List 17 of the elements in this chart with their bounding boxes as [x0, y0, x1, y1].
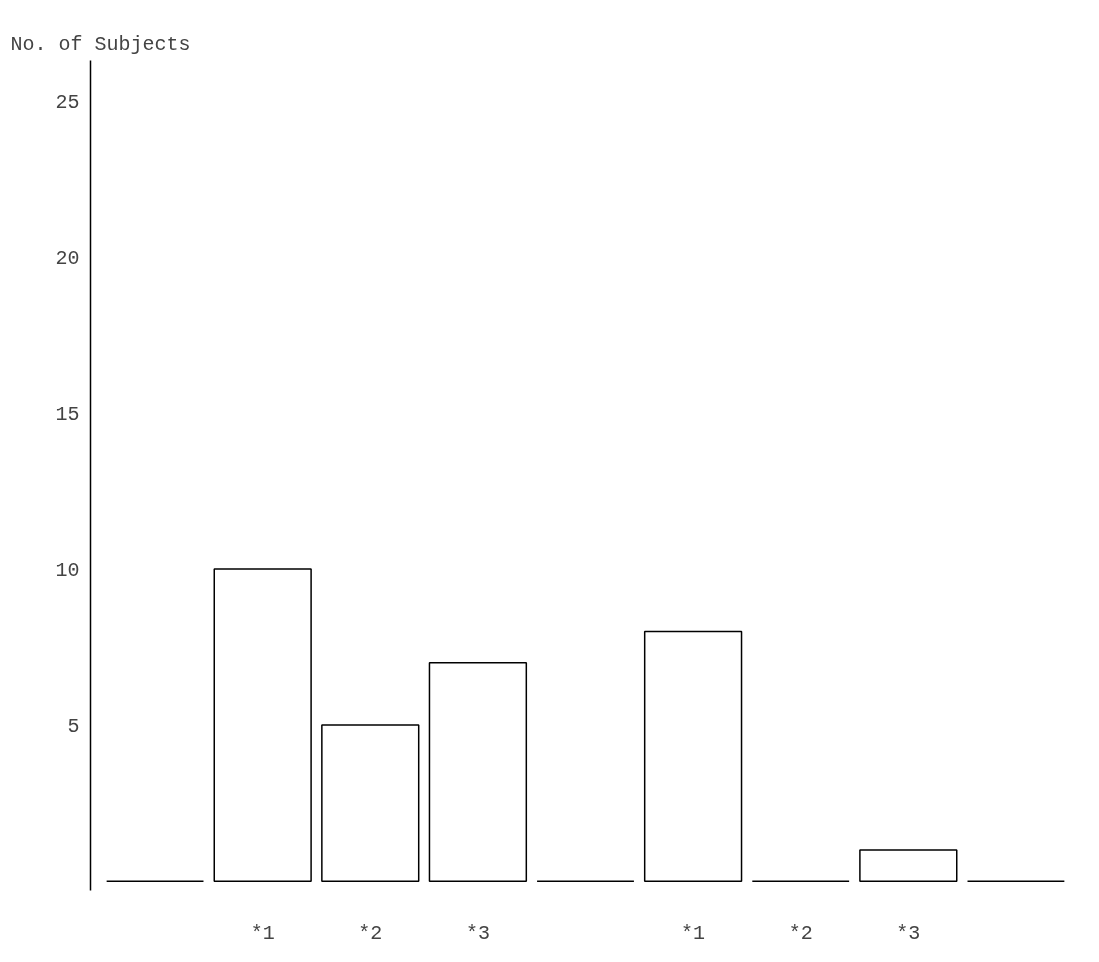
bar	[213, 568, 312, 882]
x-tick-label: *1	[681, 921, 706, 945]
y-tick-label: 10	[55, 558, 80, 582]
x-tick-label: *3	[465, 921, 490, 945]
x-tick-label: *2	[358, 921, 383, 945]
y-axis-title: No. of Subjects	[10, 32, 191, 56]
y-tick-label: 5	[67, 714, 80, 738]
bar	[428, 661, 528, 882]
bar	[859, 849, 958, 882]
y-tick-label: 20	[55, 246, 80, 270]
x-tick-label: *3	[896, 921, 921, 945]
x-tick-label: *2	[788, 921, 813, 945]
y-tick-label: 25	[55, 90, 80, 114]
x-tick-label: *1	[250, 921, 275, 945]
y-tick-label: 15	[55, 402, 80, 426]
bar	[643, 630, 743, 882]
bar	[321, 724, 420, 882]
